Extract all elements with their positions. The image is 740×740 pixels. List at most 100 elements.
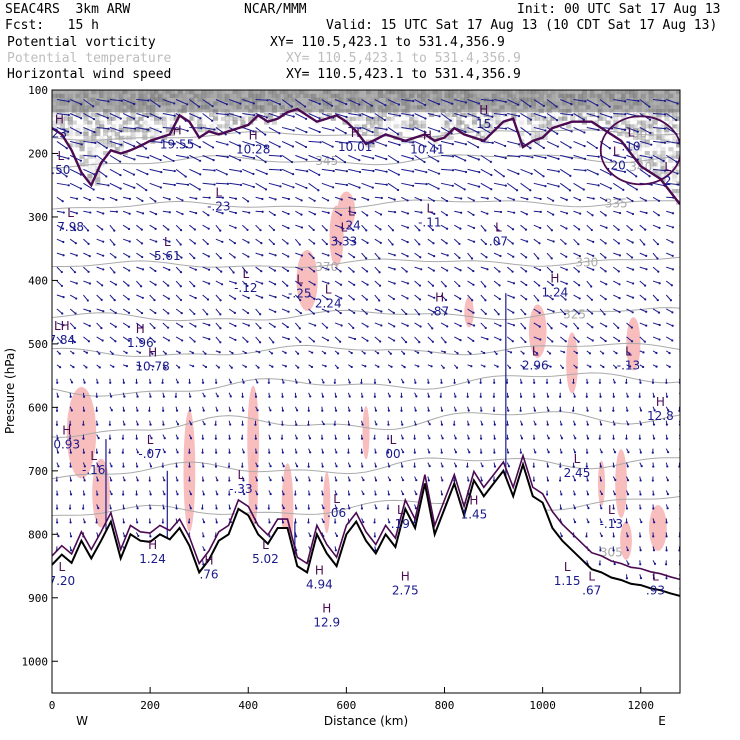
- extremum-type: L: [613, 144, 620, 158]
- extremum-value: -.12: [234, 281, 257, 295]
- extremum-type: H: [351, 126, 360, 140]
- theta-label: 345: [315, 154, 338, 168]
- extremum-value: .24: [342, 219, 361, 233]
- x-tick-label: 1000: [529, 699, 556, 712]
- extremum-type: H: [322, 601, 331, 615]
- extremum-type: H: [479, 103, 488, 117]
- extremum-value: 1.24: [542, 285, 569, 299]
- extremum-type: H: [315, 563, 324, 577]
- extremum-value: 2.96: [522, 358, 549, 372]
- extremum-type: L: [390, 433, 397, 447]
- extremum-type: L: [164, 235, 171, 249]
- theta-label: 335: [605, 196, 628, 210]
- extremum-value: 10.01: [338, 140, 372, 154]
- theta-label: 370: [315, 260, 338, 274]
- extremum-type: L: [58, 560, 65, 574]
- extremum-type: LH: [54, 319, 70, 333]
- y-tick-label: 700: [28, 465, 48, 478]
- extremum-value: 2.45: [564, 466, 591, 480]
- extremum-value: 10.78: [135, 360, 169, 374]
- extremum-value: 2.24: [315, 297, 342, 311]
- extremum-value: -.23: [207, 200, 230, 214]
- y-tick-label: 400: [28, 274, 48, 287]
- field-xy-wind: XY= 110.5,423.1 to 531.4,356.9: [286, 67, 521, 82]
- field-name-pv: Potential vorticity: [7, 35, 156, 50]
- extremum-type: H: [136, 322, 145, 336]
- extremum-value: .20: [607, 158, 626, 172]
- extremum-type: H: [148, 346, 157, 360]
- extremum-value: .93: [646, 584, 665, 598]
- extremum-value: .07: [489, 235, 508, 249]
- extremum-value: -.16: [82, 463, 105, 477]
- y-tick-label: 800: [28, 528, 48, 541]
- theta-label: 330: [575, 255, 598, 269]
- extremum-value: -.13: [617, 358, 640, 372]
- extremum-value: -.33: [229, 482, 252, 496]
- field-xy-pv: XY= 110.5,423.1 to 531.4,356.9: [270, 35, 505, 50]
- pv-boundary-contour: [52, 452, 680, 581]
- extremum-type: L: [608, 503, 615, 517]
- header-line1-right: Init: 00 UTC Sat 17 Aug 13: [517, 2, 721, 17]
- extremum-value: 7.98: [57, 220, 84, 234]
- extremum-type: L: [348, 205, 355, 219]
- extremum-type: L: [564, 560, 571, 574]
- x-axis-label: Distance (km): [324, 714, 408, 728]
- extremum-type: L: [238, 468, 245, 482]
- y-tick-label: 1000: [22, 655, 49, 668]
- y-tick-label: 200: [28, 147, 48, 160]
- extremum-type: H: [173, 123, 182, 137]
- extremum-value: .19: [391, 517, 410, 531]
- extremum-value: 1.96: [127, 336, 154, 350]
- y-tick-label: 600: [28, 401, 48, 414]
- x-tick-label: 0: [49, 699, 56, 712]
- extremum-type: L: [664, 160, 671, 174]
- extremum-type: L: [325, 283, 332, 297]
- extremum-value: .50: [51, 163, 70, 177]
- extremum-value: .06: [327, 506, 346, 520]
- extremum-value: 1.15: [554, 574, 581, 588]
- extremum-value: 2: [664, 174, 672, 188]
- extremum-type: L: [296, 273, 303, 287]
- plot-frame: [51, 89, 681, 694]
- extremum-value: -.07: [138, 447, 161, 461]
- extremum-type: L: [628, 125, 635, 139]
- pv-tropopause-contour: [52, 107, 680, 206]
- extremum-type: H: [401, 570, 410, 584]
- extremum-type: L: [574, 452, 581, 466]
- extremum-type: L: [57, 149, 64, 163]
- extremum-value: 15: [476, 117, 491, 131]
- extremum-value: 3.33: [331, 235, 358, 249]
- extremum-type: H: [550, 271, 559, 285]
- y-axis-label: Pressure (hPa): [3, 348, 17, 434]
- extremum-type: L: [90, 449, 97, 463]
- extremum-value: 4.94: [306, 577, 333, 591]
- x-endpoint-east: E: [658, 714, 666, 728]
- extremum-value: 5.02: [252, 552, 279, 566]
- extremum-type: H: [148, 538, 157, 552]
- x-endpoint-west: W: [76, 714, 88, 728]
- extremum-value: 10.28: [236, 142, 270, 156]
- extremum-value: .10: [621, 139, 640, 153]
- extremum-value: 7.20: [48, 574, 75, 588]
- theta-label: 325: [563, 308, 586, 322]
- extremum-type: L: [341, 221, 348, 235]
- pv-contour-oval: [599, 115, 680, 186]
- extremum-value: 19.55: [160, 137, 194, 151]
- x-tick-label: 200: [140, 699, 160, 712]
- extremum-type: L: [67, 206, 74, 220]
- extremum-value: 1.24: [139, 552, 166, 566]
- extremum-value: 00: [385, 447, 400, 461]
- y-tick-label: 300: [28, 211, 48, 224]
- pv-positive-regions: [66, 191, 667, 607]
- extremum-type: L: [333, 492, 340, 506]
- extremum-type: L: [652, 570, 659, 584]
- extremum-value: 12.8: [647, 409, 674, 423]
- theta-label: 305: [600, 546, 623, 560]
- header-line2-right: Valid: 15 UTC Sat 17 Aug 13 (10 CDT Sat …: [326, 18, 718, 33]
- header-line1-mid: NCAR/MMM: [244, 2, 307, 17]
- extremum-type: H: [249, 128, 258, 142]
- extremum-type: L: [262, 538, 269, 552]
- extremum-value: 2.75: [392, 584, 419, 598]
- field-name-wind: Horizontal wind speed: [7, 67, 172, 82]
